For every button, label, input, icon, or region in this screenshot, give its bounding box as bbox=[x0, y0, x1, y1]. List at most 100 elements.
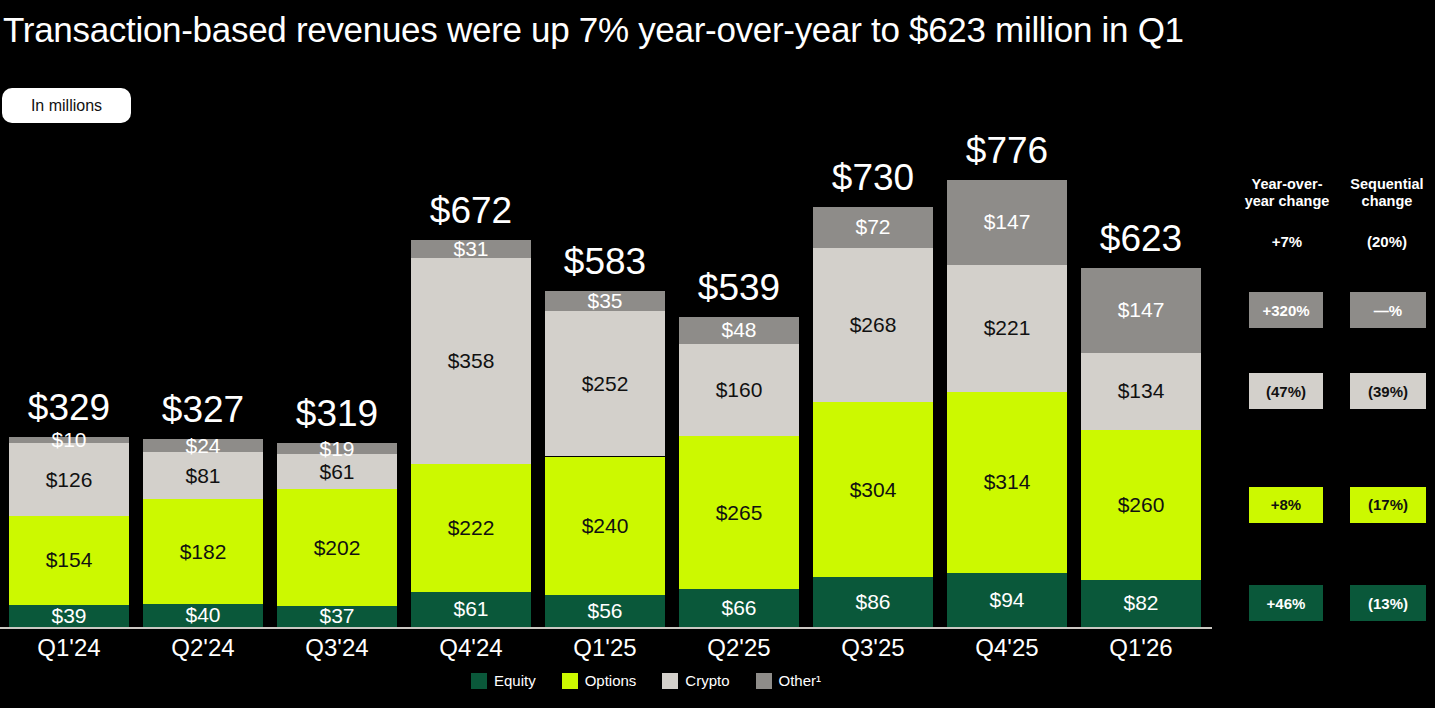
bar-segment-other-Q3'25: $72 bbox=[813, 207, 933, 248]
segment-value-label: $48 bbox=[721, 318, 756, 342]
sequential-change-equity: (13%) bbox=[1350, 585, 1426, 621]
segment-value-label: $39 bbox=[51, 604, 86, 628]
bar-segment-other-Q4'25: $147 bbox=[947, 180, 1067, 265]
legend-swatch-other bbox=[756, 673, 772, 689]
segment-value-label: $86 bbox=[855, 590, 890, 614]
segment-value-label: $268 bbox=[850, 313, 897, 337]
yoy-change-equity: +46% bbox=[1249, 585, 1323, 621]
yoy-change-options: +8% bbox=[1249, 487, 1323, 523]
bar-segment-crypto-Q2'24: $81 bbox=[143, 452, 263, 499]
x-axis-line bbox=[0, 627, 1212, 629]
bar-total-Q2'24: $327 bbox=[133, 389, 273, 431]
legend-swatch-crypto bbox=[662, 673, 678, 689]
bar-segment-options-Q1'24: $154 bbox=[9, 516, 129, 605]
segment-value-label: $81 bbox=[185, 464, 220, 488]
bar-segment-crypto-Q1'24: $126 bbox=[9, 443, 129, 516]
sequential-change-options: (17%) bbox=[1350, 487, 1426, 523]
segment-value-label: $134 bbox=[1118, 379, 1165, 403]
segment-value-label: $61 bbox=[453, 597, 488, 621]
yoy-total-change: +7% bbox=[1232, 233, 1342, 250]
x-axis-label-Q4'24: Q4'24 bbox=[411, 634, 531, 662]
bar-total-Q1'26: $623 bbox=[1071, 218, 1211, 260]
bar-segment-other-Q3'24: $19 bbox=[277, 443, 397, 454]
segment-value-label: $66 bbox=[721, 596, 756, 620]
bar-total-Q3'25: $730 bbox=[803, 157, 943, 199]
legend-item-other: Other¹ bbox=[756, 672, 822, 689]
yoy-change-crypto: (47%) bbox=[1249, 373, 1323, 409]
bar-total-Q2'25: $539 bbox=[669, 267, 809, 309]
bar-segment-crypto-Q1'26: $134 bbox=[1081, 353, 1201, 430]
x-axis-label-Q3'24: Q3'24 bbox=[277, 634, 397, 662]
x-axis-label-Q2'24: Q2'24 bbox=[143, 634, 263, 662]
legend-label: Other¹ bbox=[779, 672, 822, 689]
segment-value-label: $24 bbox=[185, 434, 220, 458]
bar-segment-equity-Q2'25: $66 bbox=[679, 589, 799, 627]
segment-value-label: $182 bbox=[180, 540, 227, 564]
sequential-change-other: —% bbox=[1350, 292, 1426, 328]
chart-legend: Equity Options Crypto Other¹ bbox=[0, 672, 1212, 689]
segment-value-label: $82 bbox=[1123, 591, 1158, 615]
bar-segment-crypto-Q2'25: $160 bbox=[679, 344, 799, 436]
bar-segment-other-Q1'25: $35 bbox=[545, 291, 665, 311]
bar-segment-options-Q4'25: $314 bbox=[947, 392, 1067, 573]
legend-item-crypto: Crypto bbox=[662, 672, 729, 689]
segment-value-label: $260 bbox=[1118, 493, 1165, 517]
legend-item-equity: Equity bbox=[471, 672, 536, 689]
legend-item-options: Options bbox=[562, 672, 637, 689]
segment-value-label: $94 bbox=[989, 588, 1024, 612]
bar-segment-equity-Q1'26: $82 bbox=[1081, 580, 1201, 627]
bar-segment-other-Q1'26: $147 bbox=[1081, 268, 1201, 353]
bar-segment-crypto-Q1'25: $252 bbox=[545, 311, 665, 456]
legend-swatch-options bbox=[562, 673, 578, 689]
legend-label: Equity bbox=[494, 672, 536, 689]
segment-value-label: $31 bbox=[453, 237, 488, 261]
x-axis-label-Q4'25: Q4'25 bbox=[947, 634, 1067, 662]
bar-segment-equity-Q1'24: $39 bbox=[9, 605, 129, 627]
segment-value-label: $252 bbox=[582, 372, 629, 396]
segment-value-label: $265 bbox=[716, 501, 763, 525]
revenue-stacked-bar-chart: $39$154$126$10$329Q1'24$40$182$81$24$327… bbox=[0, 0, 1215, 708]
bar-segment-options-Q1'25: $240 bbox=[545, 457, 665, 595]
segment-value-label: $304 bbox=[850, 478, 897, 502]
x-axis-label-Q3'25: Q3'25 bbox=[813, 634, 933, 662]
segment-value-label: $56 bbox=[587, 599, 622, 623]
x-axis-label-Q1'25: Q1'25 bbox=[545, 634, 665, 662]
bar-segment-options-Q1'26: $260 bbox=[1081, 430, 1201, 580]
bar-segment-options-Q3'24: $202 bbox=[277, 489, 397, 605]
bar-segment-equity-Q2'24: $40 bbox=[143, 604, 263, 627]
bar-segment-options-Q4'24: $222 bbox=[411, 464, 531, 592]
bar-total-Q4'24: $672 bbox=[401, 190, 541, 232]
bar-segment-crypto-Q4'25: $221 bbox=[947, 265, 1067, 392]
segment-value-label: $240 bbox=[582, 514, 629, 538]
x-axis-label-Q1'26: Q1'26 bbox=[1081, 634, 1201, 662]
x-axis-label-Q2'25: Q2'25 bbox=[679, 634, 799, 662]
bar-segment-crypto-Q4'24: $358 bbox=[411, 258, 531, 464]
sequential-total-change: (20%) bbox=[1337, 233, 1435, 250]
bar-segment-equity-Q3'24: $37 bbox=[277, 606, 397, 627]
slide-background: Transaction-based revenues were up 7% ye… bbox=[0, 0, 1435, 708]
bar-segment-other-Q1'24: $10 bbox=[9, 437, 129, 443]
segment-value-label: $222 bbox=[448, 516, 495, 540]
segment-value-label: $314 bbox=[984, 470, 1031, 494]
bar-segment-other-Q2'25: $48 bbox=[679, 317, 799, 345]
legend-label: Options bbox=[585, 672, 637, 689]
segment-value-label: $35 bbox=[587, 289, 622, 313]
legend-label: Crypto bbox=[685, 672, 729, 689]
segment-value-label: $154 bbox=[46, 548, 93, 572]
segment-value-label: $61 bbox=[319, 460, 354, 484]
yoy-change-other: +320% bbox=[1249, 292, 1323, 328]
segment-value-label: $126 bbox=[46, 468, 93, 492]
bar-segment-other-Q4'24: $31 bbox=[411, 240, 531, 258]
segment-value-label: $147 bbox=[984, 210, 1031, 234]
bar-segment-equity-Q4'25: $94 bbox=[947, 573, 1067, 627]
bar-total-Q3'24: $319 bbox=[267, 393, 407, 435]
bar-segment-options-Q2'25: $265 bbox=[679, 436, 799, 589]
bar-segment-options-Q3'25: $304 bbox=[813, 402, 933, 577]
bar-segment-crypto-Q3'25: $268 bbox=[813, 248, 933, 402]
segment-value-label: $72 bbox=[855, 215, 890, 239]
sequential-change-crypto: (39%) bbox=[1350, 373, 1426, 409]
bar-segment-equity-Q3'25: $86 bbox=[813, 577, 933, 627]
bar-segment-equity-Q1'25: $56 bbox=[545, 595, 665, 627]
legend-swatch-equity bbox=[471, 673, 487, 689]
segment-value-label: $160 bbox=[716, 378, 763, 402]
